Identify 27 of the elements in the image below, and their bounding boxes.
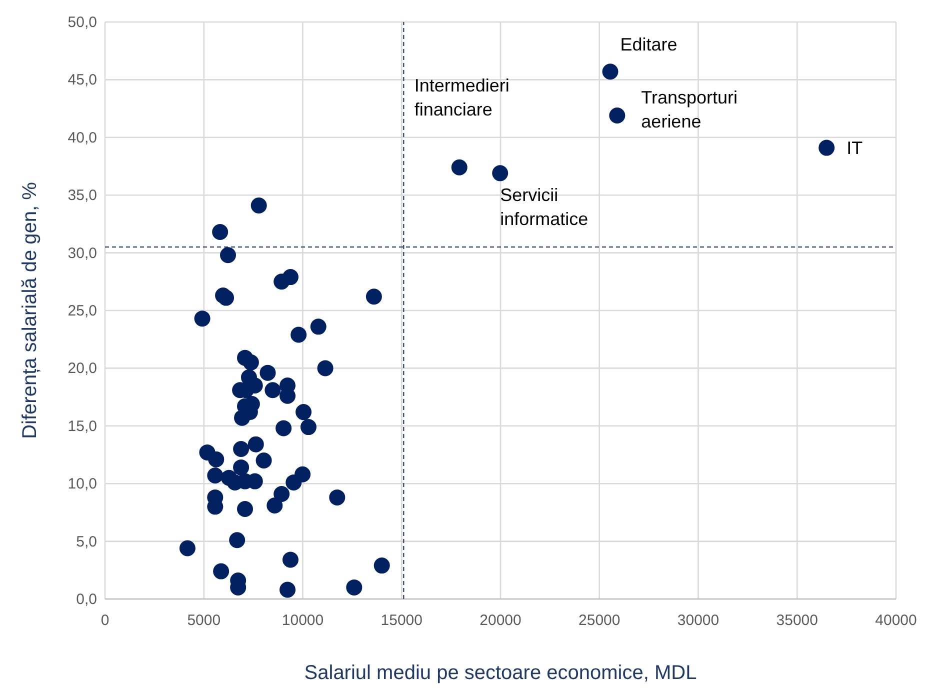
y-tick-label: 30,0 [68, 244, 97, 262]
y-tick-label: 50,0 [68, 14, 97, 31]
y-tick-label: 35,0 [68, 187, 97, 204]
y-tick-label: 10,0 [68, 476, 97, 493]
x-axis-title: Salariul mediu pe sectoare economice, MDL [304, 662, 697, 684]
annotation: IT [846, 138, 863, 158]
x-tick-label: 25000 [578, 612, 620, 629]
x-tick-label: 20000 [480, 612, 522, 629]
x-tick-label: 35000 [776, 612, 818, 629]
y-tick-label: 15,0 [68, 418, 97, 435]
annotation: Servicii informatice [500, 185, 588, 230]
y-tick-label: 25,0 [68, 302, 97, 320]
x-tick-label: 5000 [187, 612, 221, 629]
y-axis-title: Diferența salarială de gen, % [19, 182, 41, 439]
x-tick-label: 40000 [875, 612, 917, 629]
annotation: Intermedieri financiare [414, 75, 510, 120]
y-tick-label: 45,0 [68, 72, 97, 89]
x-tick-label: 30000 [677, 612, 720, 629]
y-tick-label: 5,0 [76, 533, 97, 550]
annotation: Editare [620, 34, 678, 55]
x-tick-label: 0 [100, 612, 110, 629]
y-tick-label: 0,0 [76, 591, 97, 608]
y-tick-label: 20,0 [68, 360, 97, 378]
y-tick-label: 40,0 [68, 129, 97, 146]
x-tick-label: 15000 [380, 612, 422, 629]
x-tick-label: 10000 [282, 612, 324, 629]
annotation: Transporturi aeriene [641, 87, 738, 132]
